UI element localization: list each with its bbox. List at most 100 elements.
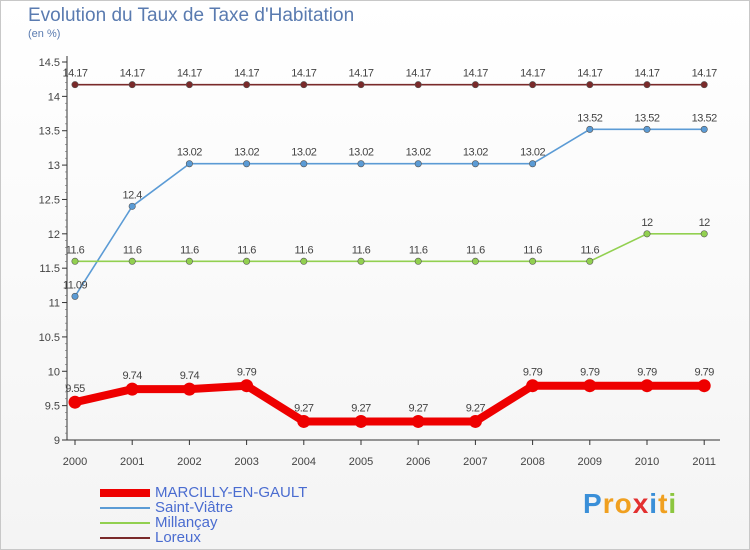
y-tick-label: 9.5 xyxy=(45,401,60,413)
data-label-millancay: 11.6 xyxy=(180,244,199,256)
data-point-saint-viatre xyxy=(414,160,422,168)
legend-swatch-millancay xyxy=(100,522,150,524)
data-point-millancay xyxy=(357,257,365,265)
data-label-saint-viatre: 13.02 xyxy=(291,147,316,159)
data-label-loreux: 14.17 xyxy=(177,68,202,80)
chart-subtitle: (en %) xyxy=(28,28,61,40)
data-label-millancay: 12 xyxy=(641,217,653,229)
data-point-saint-viatre xyxy=(643,125,651,133)
data-label-millancay: 11.6 xyxy=(237,244,256,256)
x-tick-label: 2008 xyxy=(520,456,544,468)
data-label-loreux: 14.17 xyxy=(348,68,373,80)
data-label-millancay: 11.6 xyxy=(466,244,485,256)
legend-label-saint-viatre: Saint-Viâtre xyxy=(155,499,234,516)
y-tick-label: 14.5 xyxy=(39,57,60,69)
data-label-marcilly-en-gault: 9.27 xyxy=(466,402,486,414)
data-label-loreux: 14.17 xyxy=(634,68,659,80)
data-label-saint-viatre: 13.52 xyxy=(692,112,717,124)
logo-letter: r xyxy=(602,488,615,519)
data-label-saint-viatre: 13.02 xyxy=(406,147,431,159)
data-point-loreux xyxy=(357,81,365,89)
data-point-saint-viatre xyxy=(243,160,251,168)
y-tick-label: 10 xyxy=(48,366,60,378)
data-label-saint-viatre: 13.02 xyxy=(177,147,202,159)
data-point-saint-viatre xyxy=(128,202,136,210)
data-label-millancay: 11.6 xyxy=(352,244,371,256)
data-point-marcilly-en-gault xyxy=(125,382,139,396)
data-point-marcilly-en-gault xyxy=(468,414,482,428)
data-label-millancay: 11.6 xyxy=(123,244,142,256)
series-line-marcilly-en-gault xyxy=(71,381,709,426)
x-tick-label: 2007 xyxy=(463,456,487,468)
data-point-loreux xyxy=(128,81,136,89)
legend-label-loreux: Loreux xyxy=(155,529,201,546)
data-point-loreux xyxy=(529,81,537,89)
series-line-millancay xyxy=(74,233,706,263)
data-point-millancay xyxy=(71,257,79,265)
y-tick-label: 11 xyxy=(49,298,60,310)
data-label-marcilly-en-gault: 9.55 xyxy=(65,383,85,395)
x-tick-label: 2011 xyxy=(692,456,716,468)
data-label-loreux: 14.17 xyxy=(692,68,717,80)
data-point-saint-viatre xyxy=(700,125,708,133)
data-label-saint-viatre: 13.52 xyxy=(634,112,659,124)
data-label-saint-viatre: 11.09 xyxy=(63,279,88,291)
data-point-loreux xyxy=(185,81,193,89)
data-label-millancay: 11.6 xyxy=(581,244,600,256)
data-point-marcilly-en-gault xyxy=(297,414,311,428)
data-label-marcilly-en-gault: 9.27 xyxy=(408,402,428,414)
legend-swatch-loreux xyxy=(100,537,150,539)
data-label-marcilly-en-gault: 9.79 xyxy=(523,367,543,379)
data-point-saint-viatre xyxy=(586,125,594,133)
proxiti-logo: Proxiti xyxy=(583,488,677,520)
series-line-saint-viatre xyxy=(74,128,706,298)
data-point-millancay xyxy=(128,257,136,265)
chart-title: Evolution du Taux de Taxe d'Habitation xyxy=(28,5,355,26)
logo-letter: x xyxy=(632,488,650,519)
y-tick-label: 13 xyxy=(48,160,60,172)
x-tick-label: 2000 xyxy=(63,456,87,468)
data-label-marcilly-en-gault: 9.74 xyxy=(122,370,142,382)
y-tick-label: 13.5 xyxy=(39,126,60,138)
data-point-saint-viatre xyxy=(300,160,308,168)
data-label-marcilly-en-gault: 9.79 xyxy=(580,367,600,379)
y-tick-label: 14 xyxy=(48,91,60,103)
logo-letter: o xyxy=(614,488,633,519)
legend-label-millancay: Millançay xyxy=(155,514,218,531)
data-point-marcilly-en-gault xyxy=(354,414,368,428)
x-tick-label: 2009 xyxy=(578,456,602,468)
data-label-loreux: 14.17 xyxy=(234,68,259,80)
logo-letter: i xyxy=(649,488,659,519)
x-tick-label: 2003 xyxy=(234,456,258,468)
data-point-saint-viatre xyxy=(71,292,79,300)
x-tick-label: 2005 xyxy=(349,456,373,468)
data-point-millancay xyxy=(414,257,422,265)
x-tick-label: 2002 xyxy=(177,456,201,468)
data-point-loreux xyxy=(243,81,251,89)
data-point-millancay xyxy=(586,257,594,265)
y-tick-label: 11.5 xyxy=(39,263,60,275)
data-label-saint-viatre: 12.4 xyxy=(122,189,142,201)
legend-swatch-marcilly xyxy=(100,489,150,497)
y-tick-label: 10.5 xyxy=(39,332,60,344)
data-label-millancay: 11.6 xyxy=(523,244,542,256)
data-point-marcilly-en-gault xyxy=(411,414,425,428)
data-point-millancay xyxy=(300,257,308,265)
data-point-loreux xyxy=(300,81,308,89)
x-tick-label: 2004 xyxy=(292,456,316,468)
x-tick-label: 2010 xyxy=(635,456,659,468)
x-tick-label: 2001 xyxy=(120,456,144,468)
data-label-saint-viatre: 13.02 xyxy=(348,147,373,159)
data-point-saint-viatre xyxy=(357,160,365,168)
data-point-millancay xyxy=(643,230,651,238)
data-point-loreux xyxy=(586,81,594,89)
data-point-loreux xyxy=(471,81,479,89)
data-label-saint-viatre: 13.02 xyxy=(520,147,545,159)
data-label-loreux: 14.17 xyxy=(291,68,316,80)
data-label-marcilly-en-gault: 9.27 xyxy=(351,402,371,414)
data-label-loreux: 14.17 xyxy=(120,68,145,80)
data-point-millancay xyxy=(529,257,537,265)
data-label-millancay: 11.6 xyxy=(66,244,85,256)
